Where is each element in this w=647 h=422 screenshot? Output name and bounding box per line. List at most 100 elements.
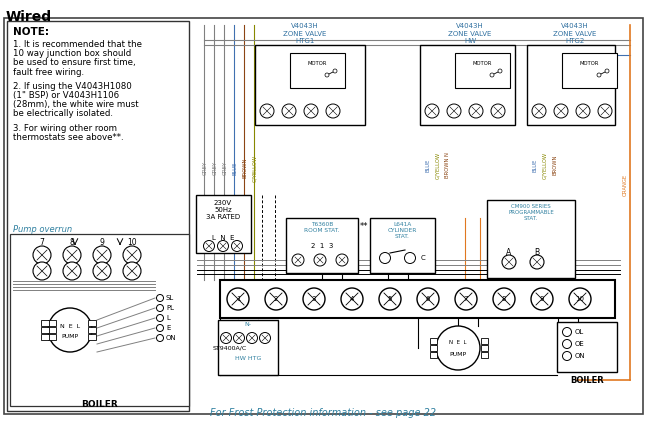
Circle shape xyxy=(493,288,515,310)
Circle shape xyxy=(123,246,141,264)
Circle shape xyxy=(157,335,164,341)
Circle shape xyxy=(157,305,164,311)
Circle shape xyxy=(63,246,81,264)
Text: V4043H
ZONE VALVE
HTG2: V4043H ZONE VALVE HTG2 xyxy=(553,23,597,44)
Circle shape xyxy=(455,288,477,310)
Text: be used to ensure first time,: be used to ensure first time, xyxy=(13,58,136,68)
Text: PL: PL xyxy=(166,305,174,311)
Text: 1: 1 xyxy=(236,296,240,302)
Circle shape xyxy=(569,288,591,310)
Text: fault free wiring.: fault free wiring. xyxy=(13,68,84,77)
Text: BROWN: BROWN xyxy=(553,155,558,175)
Text: 4: 4 xyxy=(350,296,354,302)
Circle shape xyxy=(532,104,546,118)
Circle shape xyxy=(304,104,318,118)
Text: 5: 5 xyxy=(388,296,392,302)
Circle shape xyxy=(469,104,483,118)
Text: G/YELLOW: G/YELLOW xyxy=(252,154,258,181)
Text: BLUE: BLUE xyxy=(532,158,538,172)
Text: 10 way junction box should: 10 way junction box should xyxy=(13,49,131,58)
Bar xyxy=(41,327,49,333)
Circle shape xyxy=(562,340,571,349)
Text: 7: 7 xyxy=(39,238,45,246)
Bar xyxy=(455,53,510,88)
Circle shape xyxy=(562,327,571,336)
Text: A: A xyxy=(507,247,512,257)
Bar xyxy=(527,45,615,125)
Circle shape xyxy=(123,262,141,280)
Text: B: B xyxy=(534,247,540,257)
Text: BROWN N: BROWN N xyxy=(446,152,450,178)
Text: G/YELLOW: G/YELLOW xyxy=(435,151,441,179)
Bar xyxy=(420,45,515,125)
Text: 9: 9 xyxy=(100,238,104,246)
Text: BLUE: BLUE xyxy=(232,161,237,175)
Bar xyxy=(481,338,488,344)
Text: ORANGE: ORANGE xyxy=(622,174,628,196)
Text: GREY: GREY xyxy=(223,161,228,175)
Circle shape xyxy=(259,333,270,344)
Circle shape xyxy=(425,104,439,118)
Circle shape xyxy=(282,104,296,118)
Bar xyxy=(48,320,56,326)
Text: V4043H
ZONE VALVE
HTG1: V4043H ZONE VALVE HTG1 xyxy=(283,23,327,44)
Text: L: L xyxy=(166,315,170,321)
Bar xyxy=(370,218,435,273)
Circle shape xyxy=(333,69,337,73)
Text: GREY: GREY xyxy=(212,161,217,175)
Text: C: C xyxy=(421,255,425,261)
Text: NOTE:: NOTE: xyxy=(13,27,49,37)
Text: BROWN: BROWN xyxy=(243,158,248,178)
Circle shape xyxy=(33,246,51,264)
Bar xyxy=(41,334,49,340)
Text: (28mm), the white wire must: (28mm), the white wire must xyxy=(13,100,138,109)
Text: PUMP: PUMP xyxy=(61,333,78,338)
Text: 230V
50Hz
3A RATED: 230V 50Hz 3A RATED xyxy=(206,200,240,220)
Text: G/YELLOW: G/YELLOW xyxy=(542,151,547,179)
Bar xyxy=(286,218,358,273)
Text: For Frost Protection information - see page 22: For Frost Protection information - see p… xyxy=(210,408,436,418)
Circle shape xyxy=(436,326,480,370)
Text: T6360B
ROOM STAT.: T6360B ROOM STAT. xyxy=(304,222,340,233)
Text: 6: 6 xyxy=(426,296,430,302)
Text: SL: SL xyxy=(166,295,174,301)
Text: MOTOR: MOTOR xyxy=(580,60,599,65)
Circle shape xyxy=(576,104,590,118)
Text: 1. It is recommended that the: 1. It is recommended that the xyxy=(13,40,142,49)
Circle shape xyxy=(597,73,601,77)
Bar xyxy=(255,45,365,125)
Text: N  E  L: N E L xyxy=(449,341,466,346)
Circle shape xyxy=(292,254,304,266)
Text: OL: OL xyxy=(575,329,584,335)
Bar xyxy=(557,322,617,372)
Text: 3. For wiring other room: 3. For wiring other room xyxy=(13,124,117,133)
Text: BOILER: BOILER xyxy=(82,400,118,409)
Circle shape xyxy=(93,262,111,280)
Bar xyxy=(430,345,437,351)
Circle shape xyxy=(325,73,329,77)
Circle shape xyxy=(93,246,111,264)
Circle shape xyxy=(48,308,92,352)
Circle shape xyxy=(33,262,51,280)
Text: 2  1  3: 2 1 3 xyxy=(311,243,333,249)
Circle shape xyxy=(227,288,249,310)
Circle shape xyxy=(232,241,243,252)
Bar xyxy=(48,327,56,333)
Circle shape xyxy=(204,241,215,252)
Circle shape xyxy=(63,262,81,280)
Circle shape xyxy=(531,288,553,310)
Circle shape xyxy=(336,254,348,266)
Text: 2: 2 xyxy=(274,296,278,302)
Bar xyxy=(562,53,617,88)
Text: 8: 8 xyxy=(70,238,74,246)
Text: BLUE: BLUE xyxy=(426,158,430,172)
Text: N-: N- xyxy=(245,322,252,327)
Circle shape xyxy=(379,288,401,310)
Text: V4043H
ZONE VALVE
HW: V4043H ZONE VALVE HW xyxy=(448,23,492,44)
Text: MOTOR: MOTOR xyxy=(308,60,327,65)
Bar xyxy=(10,234,189,406)
Circle shape xyxy=(530,255,544,269)
Text: (1" BSP) or V4043H1106: (1" BSP) or V4043H1106 xyxy=(13,91,119,100)
Text: CM900 SERIES
PROGRAMMABLE
STAT.: CM900 SERIES PROGRAMMABLE STAT. xyxy=(508,204,554,221)
Bar xyxy=(487,200,575,278)
